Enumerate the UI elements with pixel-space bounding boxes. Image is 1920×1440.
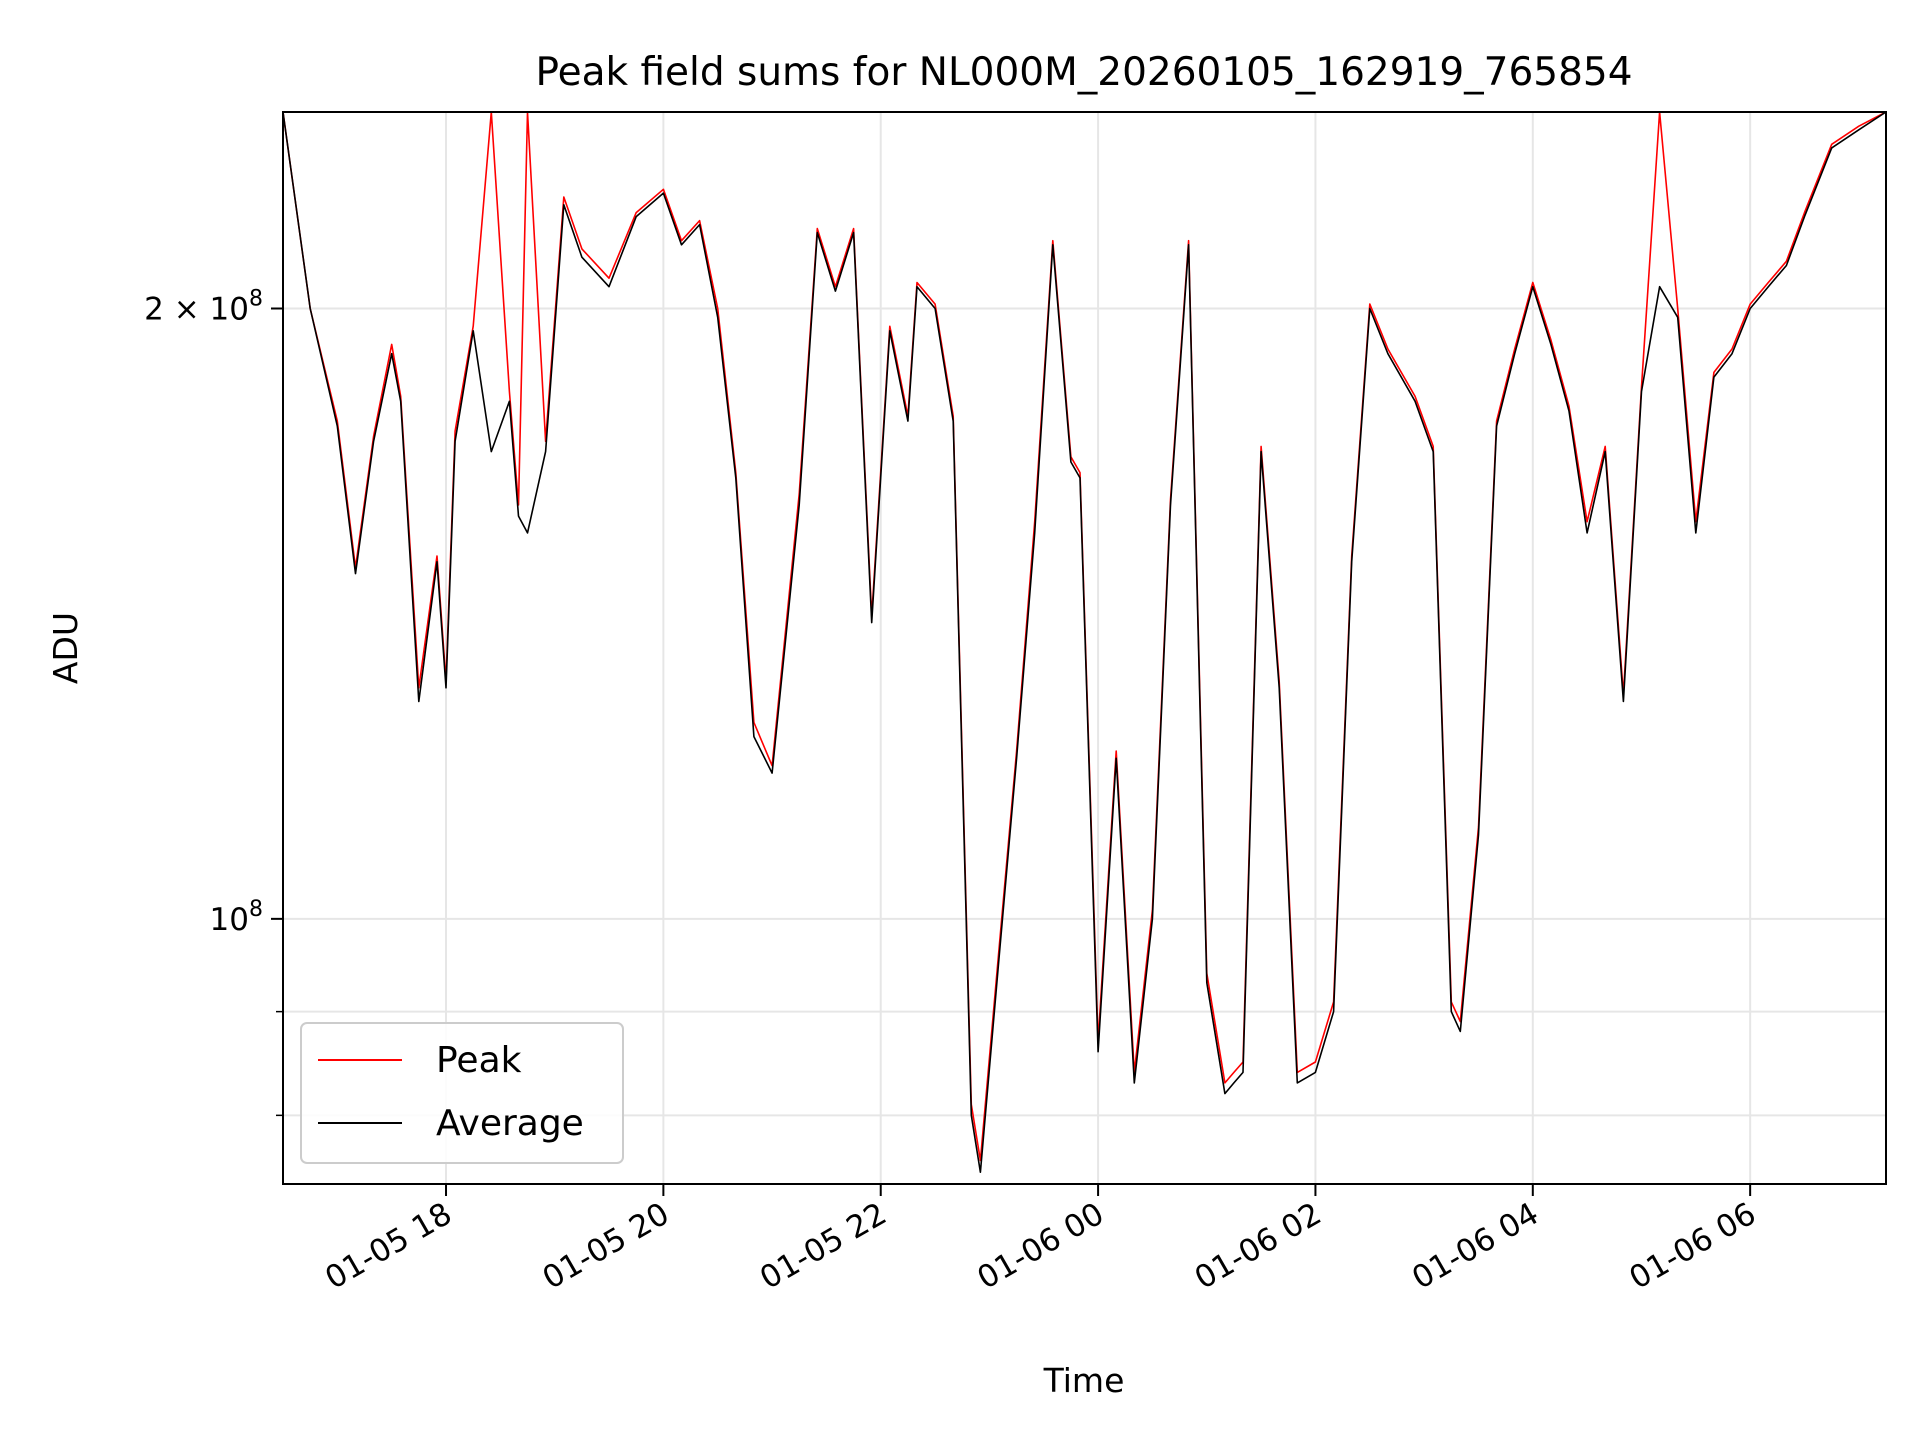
grid [283,112,1886,1184]
series-line-average [282,111,1887,1173]
y-tick-label: 2 × 108 [144,286,263,327]
legend-label-average: Average [436,1103,584,1144]
legend-box [300,1022,624,1164]
x-axis-label: Time [1043,1361,1125,1400]
legend-label-peak: Peak [436,1040,522,1081]
series-line-peak [282,111,1887,1162]
plot-frame [282,111,1887,1185]
legend: Peak Average [300,1022,624,1164]
chart-title: Peak field sums for NL000M_20260105_1629… [535,50,1632,95]
y-axis-label: ADU [46,612,85,684]
y-tick-label: 108 [210,897,263,938]
y-axis-ticks: 108 2 × 108 [144,286,283,1117]
series-layer [282,111,1887,1173]
